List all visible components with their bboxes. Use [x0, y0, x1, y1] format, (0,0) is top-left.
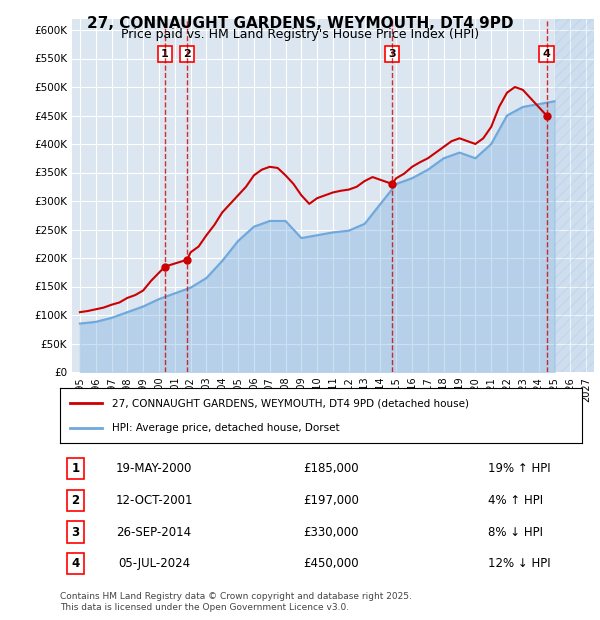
Text: 1: 1 [71, 462, 80, 475]
Text: 3: 3 [71, 526, 80, 539]
Text: Contains HM Land Registry data © Crown copyright and database right 2025.
This d: Contains HM Land Registry data © Crown c… [60, 592, 412, 611]
Text: 12-OCT-2001: 12-OCT-2001 [115, 494, 193, 507]
Text: 19% ↑ HPI: 19% ↑ HPI [488, 462, 551, 475]
Text: 27, CONNAUGHT GARDENS, WEYMOUTH, DT4 9PD: 27, CONNAUGHT GARDENS, WEYMOUTH, DT4 9PD [87, 16, 513, 30]
Text: Price paid vs. HM Land Registry's House Price Index (HPI): Price paid vs. HM Land Registry's House … [121, 28, 479, 41]
Text: £197,000: £197,000 [304, 494, 359, 507]
Text: 12% ↓ HPI: 12% ↓ HPI [488, 557, 551, 570]
Text: 4% ↑ HPI: 4% ↑ HPI [488, 494, 543, 507]
Bar [554, 19, 600, 372]
Text: £330,000: £330,000 [304, 526, 359, 539]
Text: 05-JUL-2024: 05-JUL-2024 [118, 557, 190, 570]
Text: 19-MAY-2000: 19-MAY-2000 [116, 462, 192, 475]
Text: HPI: Average price, detached house, Dorset: HPI: Average price, detached house, Dors… [112, 423, 340, 433]
Text: 27, CONNAUGHT GARDENS, WEYMOUTH, DT4 9PD (detached house): 27, CONNAUGHT GARDENS, WEYMOUTH, DT4 9PD… [112, 398, 469, 408]
Text: £450,000: £450,000 [304, 557, 359, 570]
Text: 8% ↓ HPI: 8% ↓ HPI [488, 526, 543, 539]
Text: 2: 2 [183, 49, 191, 59]
Text: 26-SEP-2014: 26-SEP-2014 [116, 526, 191, 539]
Text: 1: 1 [161, 49, 169, 59]
Text: 4: 4 [542, 49, 550, 59]
Text: 3: 3 [388, 49, 396, 59]
Text: £185,000: £185,000 [304, 462, 359, 475]
Text: 4: 4 [71, 557, 80, 570]
Text: 2: 2 [71, 494, 80, 507]
